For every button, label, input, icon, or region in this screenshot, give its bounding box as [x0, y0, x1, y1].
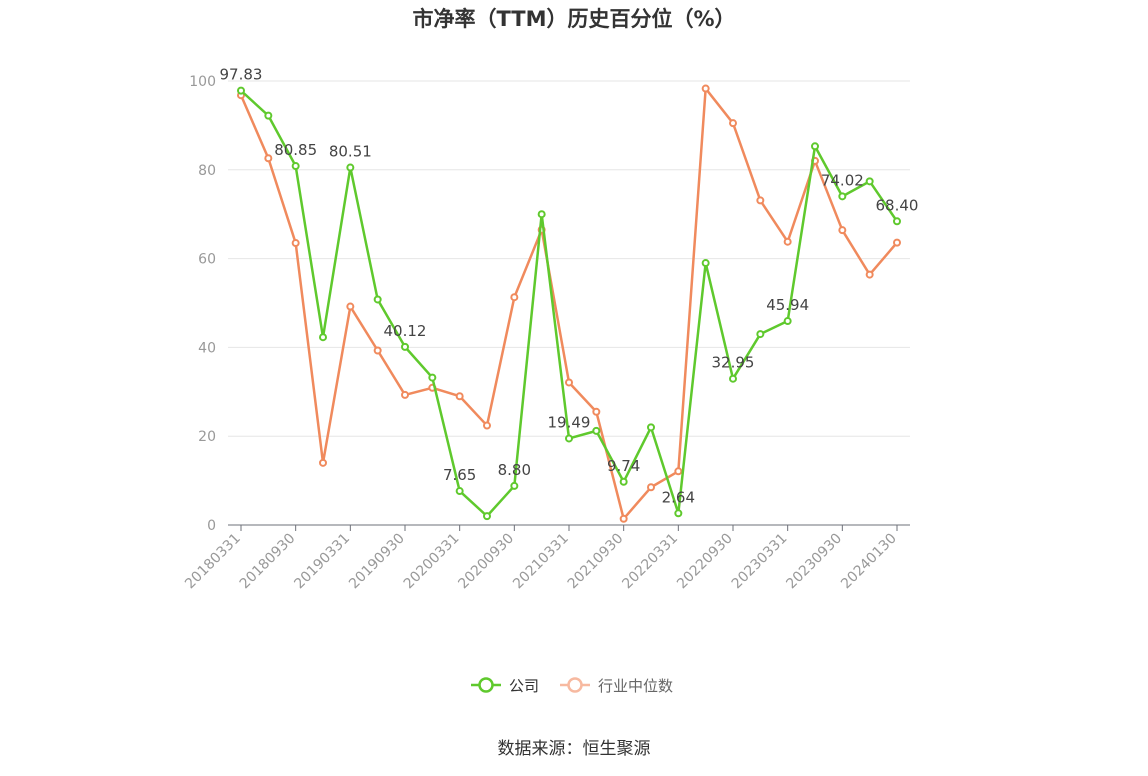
data-label: 97.83 [220, 66, 263, 84]
data-point [783, 317, 792, 326]
data-point [647, 423, 655, 432]
data-label: 19.49 [548, 413, 591, 431]
data-point [865, 270, 874, 279]
data-point [592, 426, 601, 435]
data-point [537, 210, 546, 219]
y-tick-label: 100 [189, 74, 216, 90]
x-tick-label: 20210930 [565, 531, 627, 593]
data-label: 45.94 [766, 296, 809, 314]
data-point [756, 196, 765, 205]
x-tick-label: 20240130 [838, 531, 900, 593]
legend-label: 公司 [509, 677, 539, 695]
series-0 [237, 86, 901, 521]
data-point [729, 119, 737, 128]
data-label: 8.80 [498, 461, 531, 479]
data-point [647, 483, 655, 492]
data-point [756, 330, 765, 339]
data-point [729, 374, 737, 383]
data-point [373, 295, 382, 304]
data-point [893, 217, 901, 226]
data-point [401, 390, 409, 399]
data-point [291, 239, 300, 248]
data-point [674, 467, 683, 476]
data-point [510, 481, 519, 490]
data-label: 2.64 [662, 488, 695, 506]
data-label: 32.95 [712, 354, 755, 372]
data-point [319, 333, 327, 342]
x-tick-label: 20190930 [346, 531, 408, 593]
data-point [346, 302, 355, 311]
data-point [237, 86, 245, 95]
data-label: 80.51 [329, 143, 372, 161]
x-tick-label: 20180930 [237, 531, 299, 593]
y-tick-label: 60 [198, 252, 216, 268]
data-point [455, 487, 464, 496]
x-tick-label: 20230930 [783, 531, 845, 593]
data-point [319, 458, 327, 467]
data-point [565, 378, 573, 387]
chart-title: 市净率（TTM）历史百分位（%） [412, 7, 735, 31]
data-point [565, 434, 573, 443]
data-point [619, 514, 628, 523]
data-label: 9.74 [607, 457, 640, 475]
data-point [619, 477, 628, 486]
data-point [865, 177, 874, 186]
x-tick-label: 20220930 [674, 531, 736, 593]
series-1 [237, 84, 901, 523]
data-label: 74.02 [821, 171, 864, 189]
data-point [838, 226, 847, 235]
data-label: 40.12 [384, 322, 427, 340]
data-point [264, 111, 273, 120]
data-point [811, 142, 819, 151]
data-point [838, 192, 847, 201]
x-tick-label: 20210331 [510, 531, 572, 593]
legend-label: 行业中位数 [598, 677, 673, 695]
data-point [291, 162, 300, 171]
data-point [428, 373, 437, 382]
legend-icon-company-marker [478, 677, 494, 693]
data-point [893, 238, 901, 247]
x-tick-label: 20190331 [291, 531, 353, 593]
data-point [510, 293, 519, 302]
data-point [373, 346, 382, 355]
legend-item[interactable]: 公司 [471, 677, 539, 695]
x-tick-label: 20180331 [182, 531, 244, 593]
x-tick-label: 20200930 [455, 531, 517, 593]
legend-item[interactable]: 行业中位数 [560, 677, 673, 695]
data-point [701, 259, 710, 268]
legend[interactable]: 公司 行业中位数 [471, 677, 673, 695]
data-labels: 97.83 80.85 80.51 40.12 7.65 8.80 19.49 9.74 2.6… [220, 66, 919, 507]
y-tick-label: 40 [198, 340, 216, 356]
data-label: 7.65 [443, 466, 476, 484]
grid [228, 80, 910, 437]
x-tick-label: 20230331 [729, 531, 791, 593]
data-point [264, 154, 273, 163]
data-point [592, 407, 601, 416]
data-point [783, 237, 792, 246]
data-point [483, 512, 491, 521]
data-point [483, 421, 491, 430]
data-source: 数据来源：恒生聚源 [498, 739, 651, 759]
data-label: 68.40 [876, 196, 919, 214]
data-point [346, 163, 355, 172]
data-point [401, 342, 409, 351]
legend-icon-industry-marker [567, 677, 583, 693]
data-point [674, 509, 683, 518]
data-point [701, 84, 710, 93]
y-tick-label: 20 [198, 429, 216, 445]
y-tick-label: 0 [207, 518, 216, 534]
x-tick-label: 20200331 [401, 531, 463, 593]
series-layer [237, 84, 901, 523]
x-tick-label: 20220331 [619, 531, 681, 593]
y-tick-label: 80 [198, 163, 216, 179]
data-label: 80.85 [274, 141, 317, 159]
data-point [455, 392, 464, 401]
